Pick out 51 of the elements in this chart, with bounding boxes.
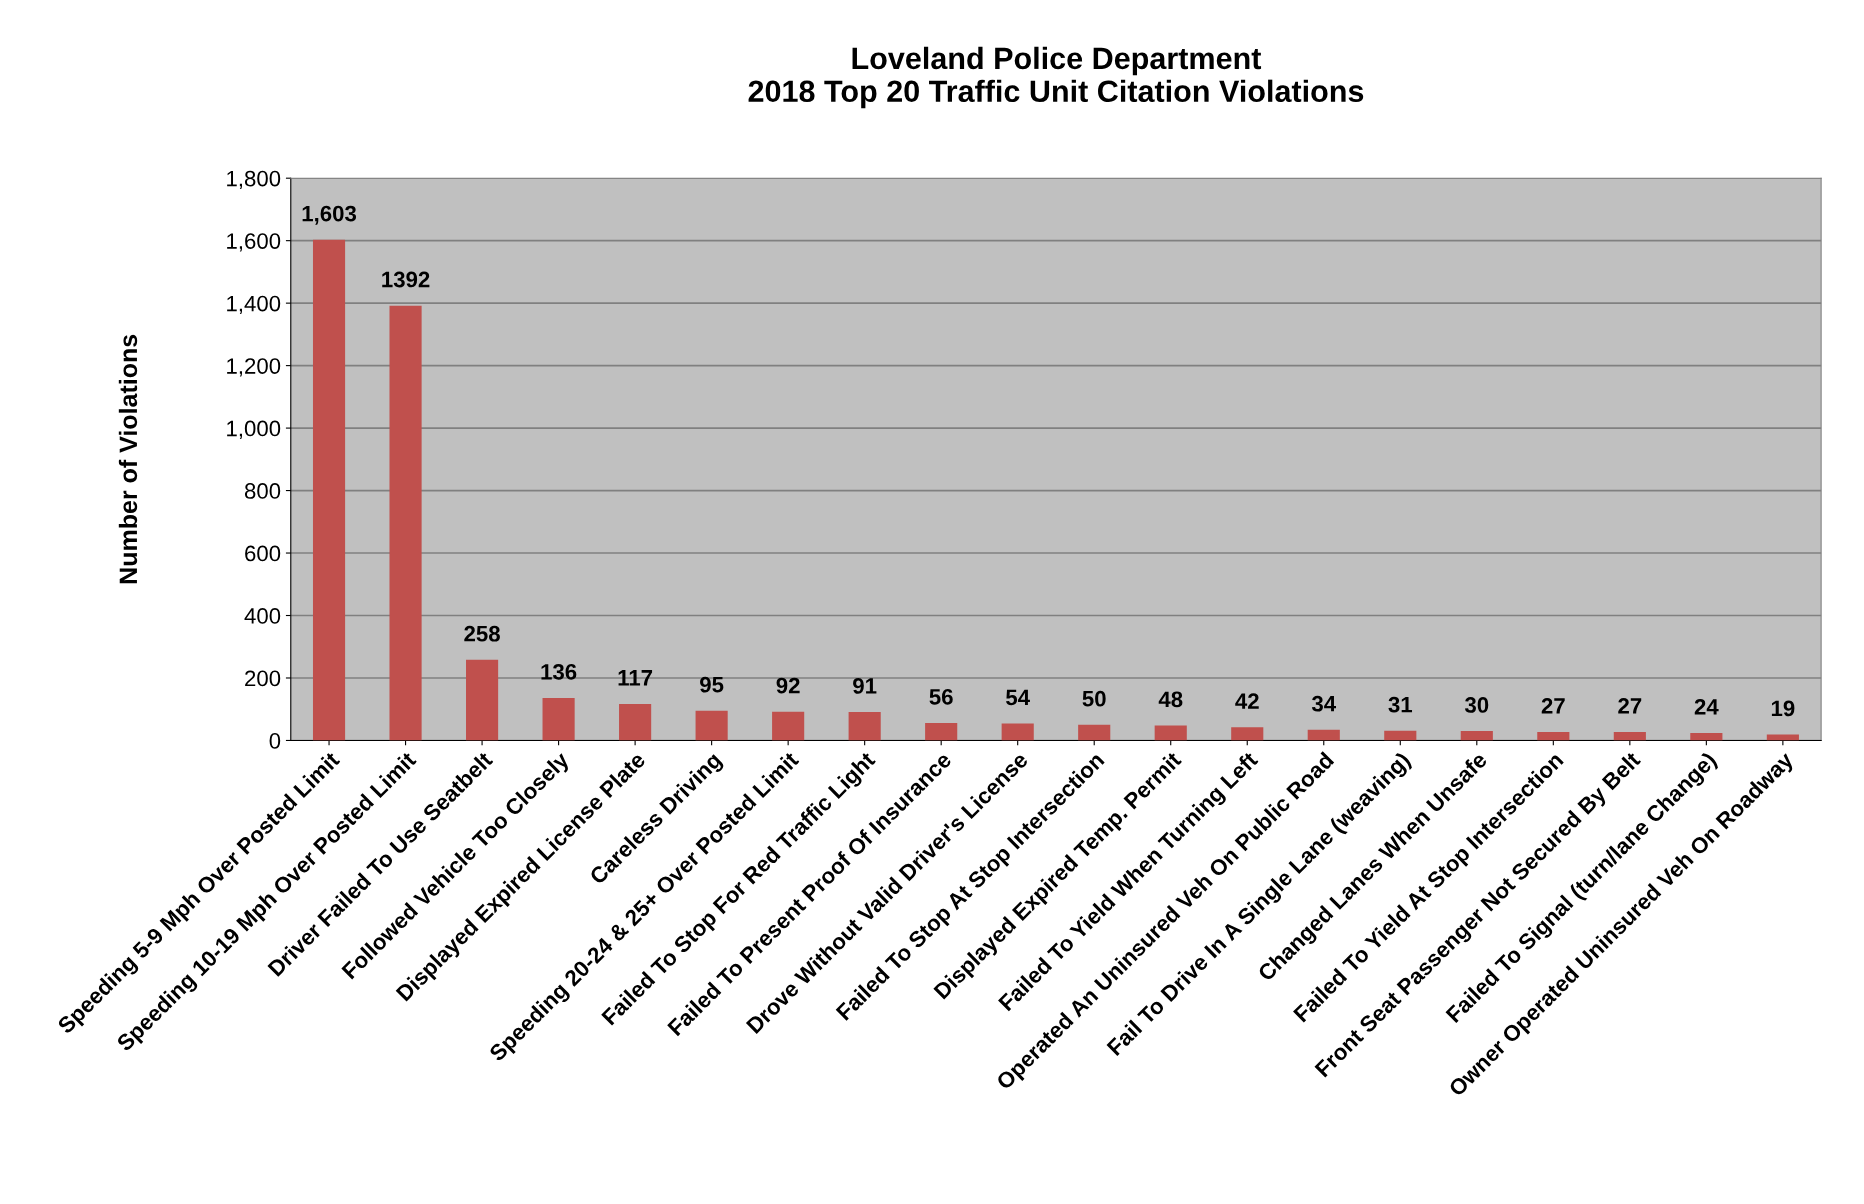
bar (1231, 727, 1264, 741)
bar (466, 659, 499, 741)
y-tick-label: 1,800 (227, 170, 281, 190)
data-label: 30 (1464, 697, 1489, 713)
bar (1384, 730, 1417, 741)
data-label: 117 (618, 670, 653, 686)
bar (1001, 723, 1034, 741)
y-tick-label: 1,000 (227, 420, 281, 439)
bar (1078, 724, 1111, 741)
y-tick-label: 1,400 (227, 295, 281, 315)
bar (619, 703, 652, 741)
data-label: 95 (700, 676, 724, 693)
bar (1537, 732, 1570, 741)
data-label: 42 (1235, 693, 1259, 709)
data-label: 1,603 (302, 205, 357, 225)
data-label: 136 (541, 663, 577, 680)
data-label: 19 (1771, 700, 1795, 717)
y-tick-label: 1,200 (227, 358, 281, 377)
data-label: 24 (1694, 698, 1719, 715)
y-tick-label: 1,600 (227, 233, 281, 252)
y-tick-label: 0 (269, 732, 281, 749)
bar (542, 697, 575, 741)
data-label: 258 (464, 625, 500, 642)
bar (1154, 725, 1187, 741)
bar (1460, 731, 1493, 741)
data-label: 1392 (382, 271, 430, 288)
bar (772, 711, 805, 741)
data-label: 34 (1311, 695, 1337, 712)
bar (312, 239, 346, 741)
data-label: 48 (1158, 691, 1183, 708)
data-label: 31 (1388, 696, 1413, 713)
bar (1307, 729, 1340, 741)
data-label: 54 (1006, 689, 1030, 706)
data-label: 27 (1618, 698, 1642, 714)
bar (695, 710, 728, 741)
y-tick-label: 200 (245, 670, 281, 687)
data-label: 27 (1541, 698, 1565, 714)
bar (925, 722, 958, 741)
data-label: 50 (1082, 690, 1106, 707)
y-tick-label: 800 (244, 483, 281, 499)
y-tick-label: 400 (244, 608, 281, 624)
y-axis-title: Number of Violations (118, 334, 138, 584)
bar (848, 712, 881, 741)
bar (389, 305, 422, 741)
data-label: 56 (929, 688, 953, 705)
chart-title: Loveland Police Department 2018 Top 20 Traffic Unit Citation Violations (748, 46, 1364, 109)
data-label: 92 (776, 677, 800, 694)
bar (1613, 732, 1646, 741)
y-tick-label: 600 (245, 545, 281, 562)
data-label: 91 (853, 678, 877, 694)
bar (1690, 732, 1723, 741)
